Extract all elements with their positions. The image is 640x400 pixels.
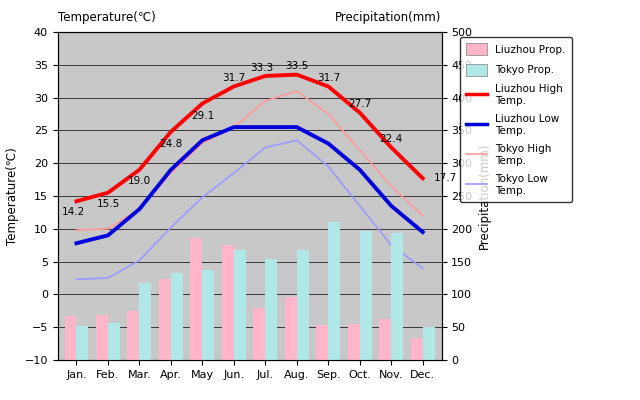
- Bar: [266, 259, 277, 360]
- Text: Precipitation(mm): Precipitation(mm): [335, 11, 442, 24]
- Bar: [234, 250, 246, 360]
- Bar: [171, 273, 183, 360]
- Text: 31.7: 31.7: [317, 73, 340, 83]
- Bar: [391, 233, 403, 360]
- Bar: [285, 297, 297, 360]
- Text: 17.7: 17.7: [434, 173, 457, 183]
- Text: 22.4: 22.4: [380, 134, 403, 144]
- Bar: [380, 319, 391, 360]
- Bar: [202, 270, 214, 360]
- Bar: [77, 326, 88, 360]
- Bar: [96, 315, 108, 360]
- Bar: [422, 326, 435, 360]
- Bar: [328, 222, 340, 360]
- Text: 33.3: 33.3: [251, 63, 274, 73]
- Bar: [316, 324, 328, 360]
- Text: 19.0: 19.0: [128, 176, 151, 186]
- Text: 14.2: 14.2: [61, 207, 85, 217]
- Text: Temperature(℃): Temperature(℃): [58, 11, 156, 24]
- Text: 15.5: 15.5: [97, 199, 120, 209]
- Y-axis label: Precipitation(mm): Precipitation(mm): [478, 143, 491, 249]
- Bar: [360, 231, 372, 360]
- Text: 33.5: 33.5: [285, 61, 308, 71]
- Bar: [191, 238, 202, 360]
- Y-axis label: Temperature(℃): Temperature(℃): [6, 147, 19, 245]
- Bar: [253, 308, 266, 360]
- Bar: [140, 283, 152, 360]
- Bar: [159, 279, 171, 360]
- Text: 29.1: 29.1: [191, 111, 214, 121]
- Bar: [222, 245, 234, 360]
- Bar: [65, 316, 77, 360]
- Text: 31.7: 31.7: [222, 73, 246, 83]
- Legend: Liuzhou Prop., Tokyo Prop., Liuzhou High
Temp., Liuzhou Low
Temp., Tokyo High
Te: Liuzhou Prop., Tokyo Prop., Liuzhou High…: [460, 37, 572, 202]
- Text: 24.8: 24.8: [159, 139, 182, 149]
- Bar: [411, 338, 422, 360]
- Bar: [108, 323, 120, 360]
- Bar: [297, 250, 308, 360]
- Bar: [127, 312, 140, 360]
- Bar: [348, 324, 360, 360]
- Text: 27.7: 27.7: [348, 100, 371, 110]
